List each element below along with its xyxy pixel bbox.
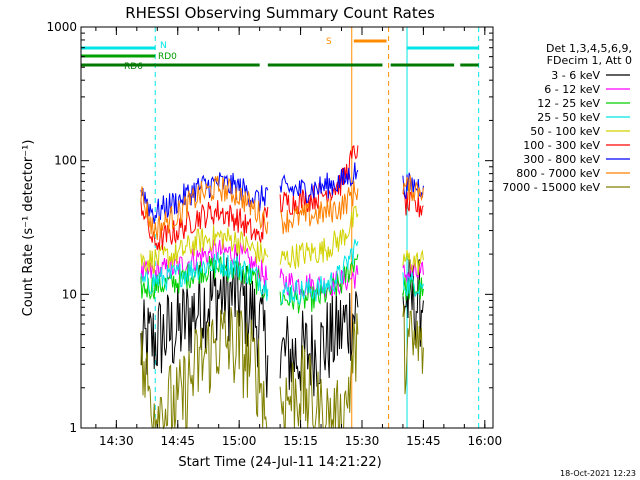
x-tick-label: 14:45 bbox=[160, 434, 195, 448]
y-tick-label: 100 bbox=[54, 154, 77, 168]
flag-label: RD0 bbox=[158, 52, 177, 62]
chart-title: RHESSI Observing Summary Count Rates bbox=[125, 4, 435, 22]
legend-entry-label: 100 - 300 keV bbox=[523, 139, 600, 152]
y-tick-label: 1 bbox=[69, 421, 77, 435]
series-lines bbox=[140, 145, 424, 430]
series-line bbox=[140, 175, 424, 240]
flag-label: RD6 bbox=[124, 62, 143, 72]
legend-entry-label: 6 - 12 keV bbox=[544, 83, 600, 96]
legend-entry-label: 50 - 100 keV bbox=[530, 125, 600, 138]
legend-entry-label: 3 - 6 keV bbox=[551, 69, 600, 82]
legend-entry-label: 12 - 25 keV bbox=[537, 97, 600, 110]
legend-entry-label: 300 - 800 keV bbox=[523, 153, 600, 166]
series-line bbox=[140, 254, 424, 314]
flag-label: S bbox=[326, 37, 332, 47]
x-axis: 14:30 14:45 15:00 15:15 15:30 15:45 16:00 bbox=[95, 27, 503, 448]
legend-header: Det 1,3,4,5,6,9, bbox=[546, 42, 632, 55]
x-tick-label: 15:30 bbox=[345, 434, 380, 448]
series-line bbox=[140, 162, 424, 224]
y-axis: 1 10 100 1000 bbox=[46, 20, 493, 435]
x-tick-label: 15:45 bbox=[406, 434, 441, 448]
legend-header: FDecim 1, Att 0 bbox=[547, 54, 632, 67]
time-markers bbox=[80, 27, 480, 428]
series-line bbox=[140, 304, 424, 430]
y-tick-label: 10 bbox=[62, 287, 77, 301]
x-tick-label: 15:15 bbox=[283, 434, 318, 448]
y-axis-label: Count Rate (s⁻¹ detector⁻¹) bbox=[21, 140, 36, 317]
y-tick-label: 1000 bbox=[46, 20, 77, 34]
series-line bbox=[140, 239, 424, 306]
x-tick-label: 14:30 bbox=[99, 434, 134, 448]
x-tick-label: 16:00 bbox=[468, 434, 503, 448]
legend-entry-label: 800 - 7000 keV bbox=[516, 167, 600, 180]
x-tick-label: 15:00 bbox=[222, 434, 257, 448]
x-axis-label: Start Time (24-Jul-11 14:21:22) bbox=[178, 455, 381, 470]
legend: Det 1,3,4,5,6,9,FDecim 1, Att 0 3 - 6 keV… bbox=[502, 42, 632, 194]
flag-label: N bbox=[160, 41, 167, 51]
legend-entry-label: 25 - 50 keV bbox=[537, 111, 600, 124]
plot-timestamp: 18-Oct-2021 12:23 bbox=[560, 469, 636, 478]
plot-frame bbox=[80, 26, 494, 429]
legend-entry-label: 7000 - 15000 keV bbox=[502, 181, 600, 194]
